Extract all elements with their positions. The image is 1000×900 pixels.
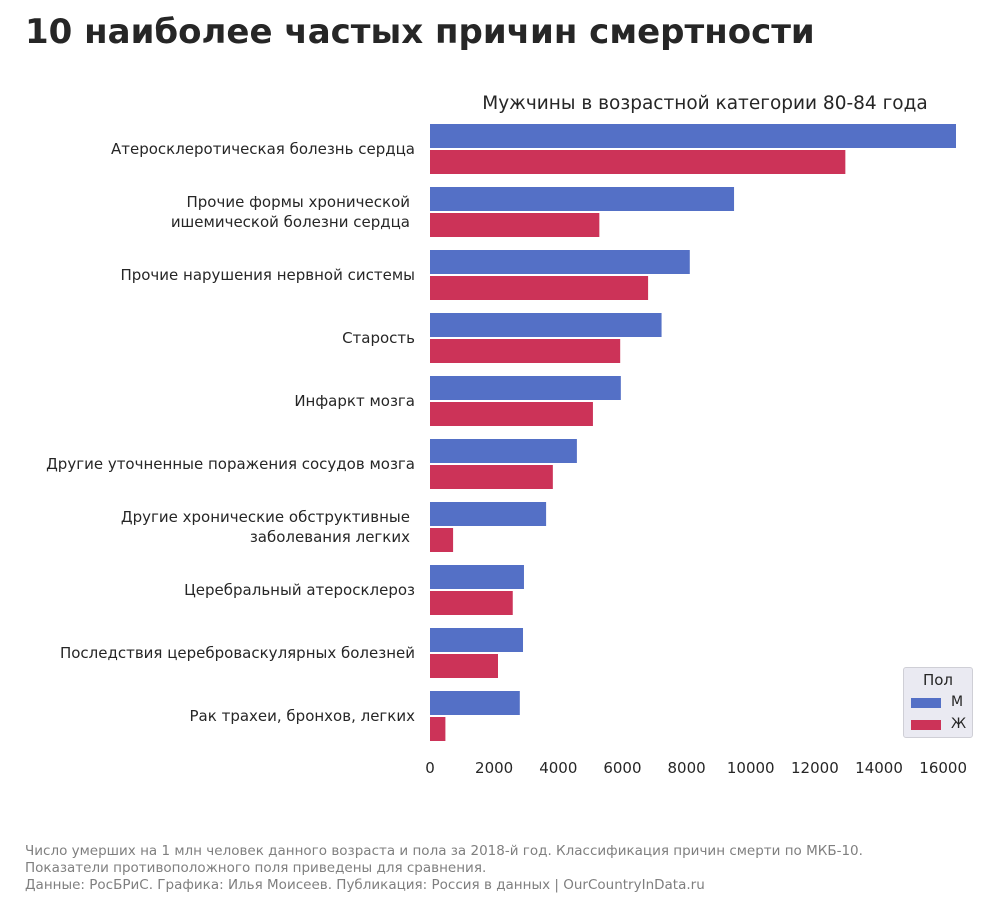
legend-label-male: М: [951, 694, 964, 710]
legend-swatch-female: [911, 720, 941, 730]
x-axis-ticks: 0 2000 4000 6000 8000 10000 12000 14000 16000: [425, 759, 967, 777]
category-label: Другие хронические обструктивные заболева…: [121, 508, 410, 546]
bar-male: [430, 124, 956, 148]
category-labels: Атеросклеротическая болезнь сердца Прочие…: [46, 140, 415, 725]
category-label-line: Последствия цереброваскулярных болезней: [60, 644, 415, 662]
category-label: Прочие формы хронической ишемической боле…: [171, 193, 410, 231]
category-label-line: заболевания легких: [250, 528, 410, 546]
legend: Пол М Ж: [903, 667, 973, 738]
page-title: 10 наиболее частых причин смертности: [25, 12, 815, 52]
category-label: Старость: [342, 329, 415, 347]
category-label-line: Другие хронические обструктивные: [121, 508, 410, 526]
category-label-line: ишемической болезни сердца: [171, 213, 410, 231]
footnote-line: Число умерших на 1 млн человек данного в…: [25, 843, 863, 859]
bar-male: [430, 502, 547, 526]
category-label: Церебральный атеросклероз: [184, 581, 415, 599]
category-label-line: Другие уточненные поражения сосудов мозг…: [46, 455, 415, 473]
category-label-line: Церебральный атеросклероз: [184, 581, 415, 599]
footnotes: Число умерших на 1 млн человек данного в…: [25, 843, 863, 894]
bars-group: [430, 124, 956, 741]
category-label-line: Прочие нарушения нервной системы: [120, 266, 415, 284]
category-label: Последствия цереброваскулярных болезней: [60, 644, 415, 662]
bar-male: [430, 187, 735, 211]
category-label-line: Рак трахеи, бронхов, легких: [190, 707, 416, 725]
x-tick-label: 6000: [603, 759, 641, 777]
x-tick-label: 14000: [855, 759, 903, 777]
category-label-line: Инфаркт мозга: [294, 392, 415, 410]
bar-male: [430, 691, 520, 715]
category-label: Инфаркт мозга: [294, 392, 415, 410]
bar-male: [430, 313, 662, 337]
category-label-line: Прочие формы хронической: [187, 193, 411, 211]
bar-female: [430, 528, 454, 552]
bar-female: [430, 717, 446, 741]
legend-label-female: Ж: [951, 716, 967, 732]
footnote-line: Данные: РосБРиС. Графика: Илья Моисеев. …: [25, 877, 705, 893]
bar-male: [430, 250, 690, 274]
footnote-line: Показатели противоположного поля приведе…: [25, 860, 487, 876]
x-tick-label: 10000: [727, 759, 775, 777]
bar-male: [430, 628, 524, 652]
bar-female: [430, 150, 846, 174]
bar-female: [430, 339, 621, 363]
chart-title: Мужчины в возрастной категории 80-84 год…: [482, 93, 927, 114]
category-label-line: Старость: [342, 329, 415, 347]
bar-female: [430, 213, 600, 237]
legend-swatch-male: [911, 698, 941, 708]
x-tick-label: 2000: [475, 759, 513, 777]
bar-female: [430, 591, 513, 615]
bar-female: [430, 654, 498, 678]
bar-male: [430, 565, 524, 589]
bar-male: [430, 376, 621, 400]
x-tick-label: 4000: [539, 759, 577, 777]
legend-title: Пол: [922, 671, 954, 689]
x-tick-label: 8000: [667, 759, 705, 777]
x-tick-label: 0: [425, 759, 435, 777]
bar-female: [430, 465, 553, 489]
bar-male: [430, 439, 577, 463]
category-label: Рак трахеи, бронхов, легких: [190, 707, 416, 725]
x-tick-label: 12000: [791, 759, 839, 777]
x-tick-label: 16000: [919, 759, 967, 777]
bar-female: [430, 402, 593, 426]
bar-female: [430, 276, 649, 300]
category-label: Другие уточненные поражения сосудов мозг…: [46, 455, 415, 473]
category-label: Атеросклеротическая болезнь сердца: [111, 140, 415, 158]
category-label: Прочие нарушения нервной системы: [120, 266, 415, 284]
category-label-line: Атеросклеротическая болезнь сердца: [111, 140, 415, 158]
